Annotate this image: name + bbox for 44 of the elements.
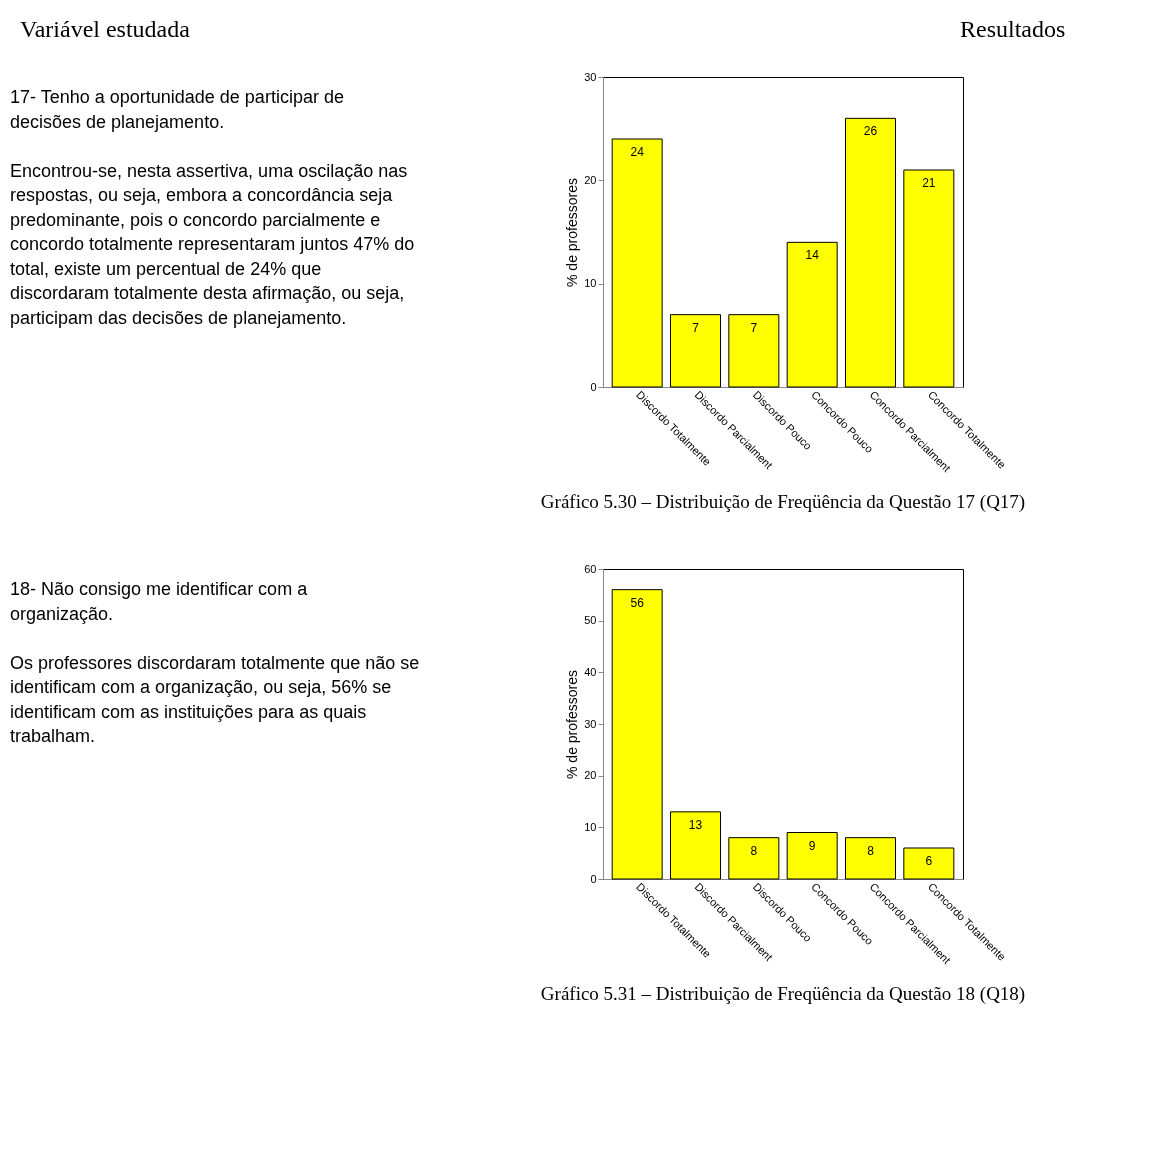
bar	[845, 117, 896, 388]
bar	[728, 314, 780, 388]
text: Os professores discordaram totalmente que não se identificam com a organização, ou seja, 56% se identificam com as instituições para as quais trabalham.	[10, 652, 420, 746]
bar	[728, 837, 780, 880]
text: Gráfico 5.31 – Distribuição de Freqüência da Questão 18 (Q18)	[540, 983, 1026, 1006]
data-label: 24	[630, 145, 645, 159]
y-axis-title: % de professores	[564, 670, 581, 779]
bar	[670, 314, 721, 388]
y-tick-label: 30	[584, 717, 597, 730]
y-tick-label: 60	[584, 562, 597, 575]
text: Gráfico 5.30 – Distribuição de Freqüência da Questão 17 (Q17)	[540, 491, 1026, 514]
y-tick-label: 0	[590, 872, 597, 885]
text: Encontrou-se, nesta assertiva, uma oscilação nas respostas, ou seja, embora a concordância seja predominante, pois o concordo parcialmente e concordo totalmente representaram juntos 47% do total, existe um percentual de 24% que discordaram totalmente desta afirmação, ou seja, participam das decisões de planejamento.	[10, 160, 415, 328]
y-tick-label: 40	[584, 665, 597, 678]
bar	[786, 241, 838, 388]
data-label: 8	[867, 843, 875, 858]
text: 17- Tenho a oportunidade de participar de decisões de planejamento.	[10, 87, 344, 132]
data-label: 8	[750, 843, 758, 858]
bar	[611, 589, 663, 880]
y-tick-label: 10	[584, 277, 597, 290]
y-axis-title: % de professores	[564, 178, 581, 287]
text: Variável estudada	[20, 16, 191, 42]
y-tick-label: 30	[584, 70, 597, 83]
y-tick-label: 20	[584, 769, 597, 782]
bar	[786, 832, 838, 880]
data-label: 13	[688, 817, 703, 832]
y-tick-label: 0	[590, 380, 597, 393]
data-label: 26	[863, 124, 878, 139]
data-label: 14	[805, 248, 820, 263]
data-label: 7	[750, 320, 758, 335]
data-label: 7	[692, 320, 700, 335]
data-label: 21	[922, 176, 936, 190]
bar	[670, 811, 721, 880]
y-tick-label: 10	[584, 820, 597, 833]
bar	[903, 169, 955, 388]
data-label: 6	[925, 854, 933, 868]
y-tick-label: 50	[584, 614, 597, 627]
bar	[611, 138, 663, 388]
text: 18- Não consigo me identificar com a organização.	[10, 579, 309, 624]
text: Resultados	[960, 16, 1066, 42]
y-tick-label: 20	[584, 173, 597, 186]
data-label: 56	[630, 595, 645, 610]
data-label: 9	[808, 838, 816, 853]
bar	[845, 837, 896, 880]
